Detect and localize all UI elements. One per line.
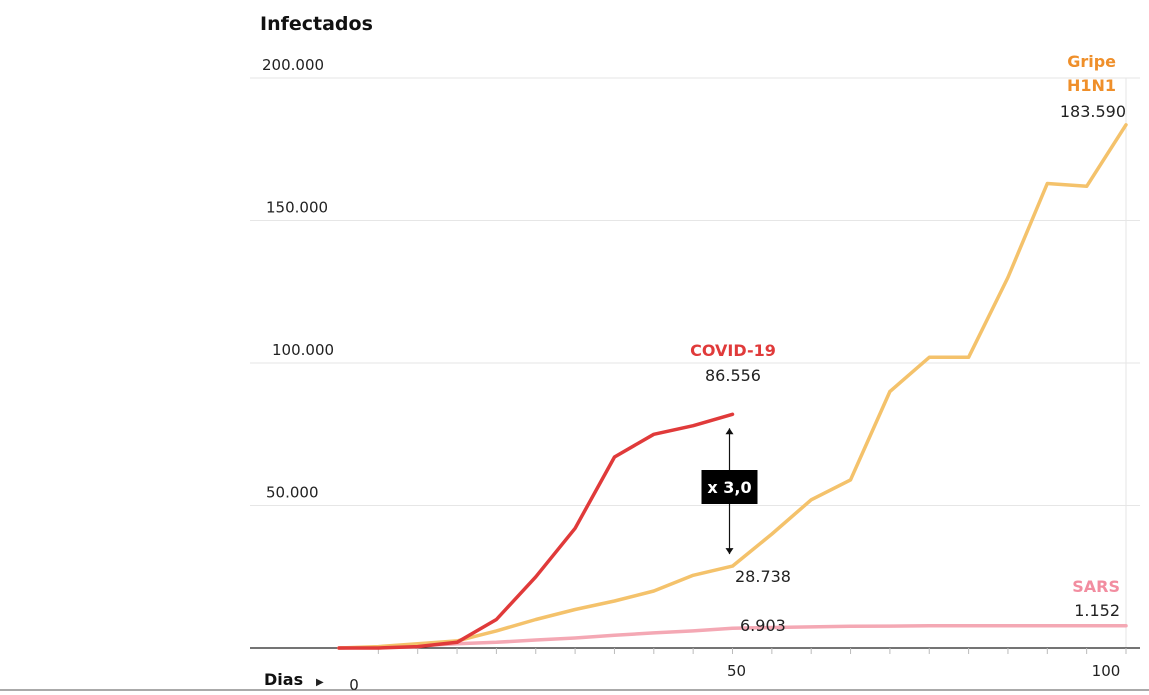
y-tick-label: 100.000 <box>272 341 334 359</box>
grid-lines <box>250 77 1140 654</box>
series-name-covid: COVID-19 <box>690 341 776 360</box>
mid-value-sars: 6.903 <box>740 616 786 635</box>
play-arrow-icon: ▶ <box>316 677 324 688</box>
series-name-sars: SARS <box>1072 577 1120 596</box>
x-tick-labels: 0 50 100 <box>349 662 1120 694</box>
x-tick-label: 0 <box>349 676 359 694</box>
series-lines <box>337 123 1128 650</box>
series-line-covid <box>337 412 735 650</box>
x-tick-label: 100 <box>1092 662 1121 680</box>
y-tick-label: 50.000 <box>266 484 319 502</box>
ratio-badge <box>701 470 758 504</box>
series-name-h1n1-line1: Gripe <box>1067 52 1116 71</box>
end-value-h1n1: 183.590 <box>1060 102 1126 121</box>
arrow-down-icon <box>725 548 734 555</box>
series-line-sars <box>337 624 1128 650</box>
y-tick-labels: 50.000 100.000 150.000 200.000 <box>262 56 334 502</box>
series-labels: COVID-19 86.556 Gripe H1N1 183.590 SARS 1.152 2… <box>690 52 1126 635</box>
series-name-h1n1-line2: H1N1 <box>1067 76 1116 95</box>
ratio-label: x 3,0 <box>707 478 751 497</box>
arrow-up-icon <box>725 428 734 435</box>
ratio-annotation: x 3,0 <box>701 428 758 555</box>
end-value-sars: 1.152 <box>1074 601 1120 620</box>
y-tick-label: 200.000 <box>262 56 324 74</box>
x-axis-title: Dias <box>264 670 303 689</box>
y-axis-title: Infectados <box>260 13 373 35</box>
mid-value-h1n1: 28.738 <box>735 567 791 586</box>
end-value-covid: 86.556 <box>705 366 761 385</box>
series-line-h1n1 <box>337 123 1128 650</box>
x-tick-label: 50 <box>727 662 746 680</box>
y-tick-label: 150.000 <box>266 199 328 217</box>
